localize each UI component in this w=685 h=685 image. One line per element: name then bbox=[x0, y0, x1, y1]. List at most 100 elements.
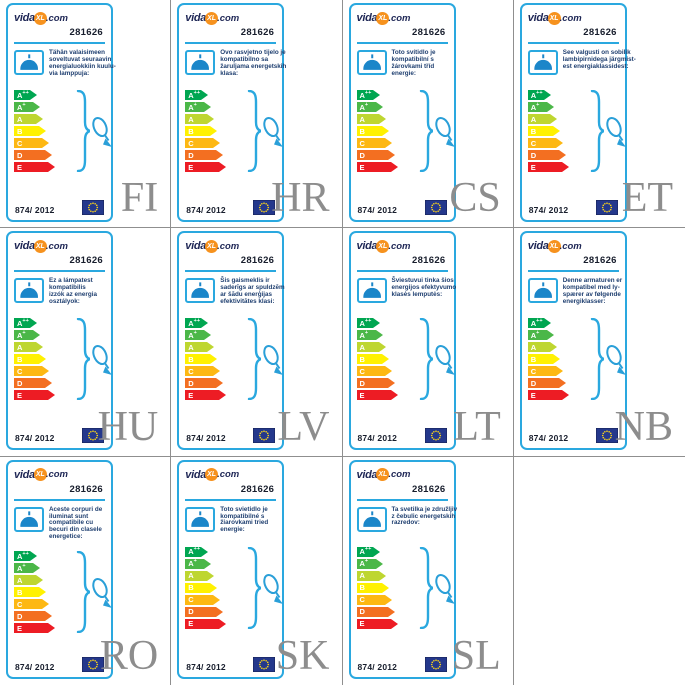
energy-class-label: B bbox=[17, 354, 23, 364]
eu-flag-icon bbox=[424, 200, 447, 215]
description-text: Toto svítidlo je kompatibilní s žárovkami … bbox=[392, 49, 436, 80]
energy-class-label: A bbox=[359, 342, 365, 352]
description-line: klasa: bbox=[220, 69, 239, 77]
energy-class-label: D bbox=[188, 150, 194, 160]
energy-class-plus: + bbox=[536, 330, 540, 337]
description-line: energialuokkiin kuulu- bbox=[49, 62, 116, 70]
language-code: NB bbox=[614, 403, 673, 450]
energy-class-bar-Aplusplus: A ++ bbox=[185, 318, 209, 329]
vidaxl-logo: vida XL .com bbox=[185, 239, 276, 253]
vidaxl-logo: vida XL .com bbox=[357, 11, 448, 25]
description-row: Tähän valaisimeen soveltuvat seuraavin ene… bbox=[14, 49, 116, 80]
regulation-number: 874/ 2012 bbox=[186, 661, 226, 672]
energy-label-card: vida XL .com 281626 Aceste corpuri de ilu… bbox=[6, 459, 113, 679]
energy-class-label: D bbox=[17, 150, 23, 160]
logo-text-com: .com bbox=[388, 469, 411, 481]
energy-class-label: A bbox=[17, 575, 23, 585]
regulation-number: 874/ 2012 bbox=[357, 433, 398, 444]
energy-class-bar-D: D bbox=[14, 150, 52, 160]
description-line: Šis gaismeklis ir bbox=[220, 277, 270, 285]
curly-brace-icon bbox=[248, 546, 262, 629]
energy-class-bar-E: E bbox=[185, 618, 227, 629]
energy-class-plus: ++ bbox=[536, 89, 543, 96]
energy-class-label: A bbox=[188, 102, 194, 112]
vidaxl-logo: vida XL .com bbox=[357, 468, 448, 482]
energy-label-card: vida XL .com 281626 Ovo rasvjetno tijelo… bbox=[177, 3, 286, 222]
energy-class-plus: + bbox=[536, 101, 540, 108]
energy-scale: A ++ A + A B C D E bbox=[185, 546, 284, 631]
vidaxl-logo: vida XL .com bbox=[528, 11, 619, 25]
logo-text-vida: vida bbox=[356, 468, 378, 481]
energy-class-plus: ++ bbox=[22, 89, 29, 96]
energy-class-label: E bbox=[530, 390, 536, 400]
energy-class-plus: ++ bbox=[193, 89, 201, 96]
energy-class-bar-A: A bbox=[14, 114, 43, 124]
pendant-lamp-icon bbox=[356, 506, 387, 532]
energy-class-label: E bbox=[17, 390, 23, 400]
pendant-lamp-icon bbox=[527, 278, 558, 304]
energy-class-label: C bbox=[17, 366, 23, 376]
description-text: Denne armaturen er kompatibel med ly-spær… bbox=[563, 277, 623, 308]
label-cell: vida XL .com 281626 Šviestuvui tinka šio… bbox=[342, 228, 514, 457]
energy-class-bar-Aplus: A + bbox=[14, 101, 40, 112]
energy-class-label: E bbox=[359, 619, 365, 629]
energy-class-label: A bbox=[530, 330, 537, 340]
description-line: Ez a lámpatest bbox=[49, 277, 93, 285]
bulb-arrow-icon bbox=[92, 116, 112, 147]
energy-class-bar-C: C bbox=[527, 138, 563, 148]
energy-class-bar-Aplusplus: A ++ bbox=[527, 318, 551, 329]
language-code: LV bbox=[277, 403, 330, 450]
energy-class-bar-C: C bbox=[185, 138, 221, 148]
energy-class-label: A bbox=[17, 114, 23, 124]
energy-class-label: E bbox=[359, 390, 365, 400]
energy-class-label: D bbox=[359, 378, 365, 388]
card-footer: 874/ 2012 bbox=[186, 656, 276, 672]
description-line: Aceste corpuri de bbox=[49, 505, 103, 513]
energy-class-bar-Aplus: A + bbox=[14, 563, 40, 574]
curly-brace-icon bbox=[590, 90, 604, 172]
card-footer: 874/ 2012 bbox=[15, 200, 104, 215]
energy-class-label: A bbox=[530, 114, 537, 124]
card-footer: 874/ 2012 bbox=[358, 200, 447, 215]
curly-brace-icon bbox=[419, 546, 433, 629]
energy-class-plus: + bbox=[364, 330, 369, 337]
energy-class-plus: + bbox=[193, 558, 197, 565]
card-footer: 874/ 2012 bbox=[357, 656, 447, 672]
bulb-arrow-icon bbox=[434, 345, 455, 376]
logo-text-vida: vida bbox=[14, 468, 35, 481]
energy-class-plus: + bbox=[22, 101, 26, 108]
logo-text-vida: vida bbox=[185, 468, 207, 481]
regulation-number: 874/ 2012 bbox=[357, 661, 398, 672]
energy-class-bar-B: B bbox=[356, 354, 389, 365]
energy-class-bar-D: D bbox=[185, 378, 224, 389]
description-line: via lamppuja: bbox=[49, 69, 90, 77]
curly-brace-icon bbox=[76, 551, 90, 634]
energy-class-label: E bbox=[359, 162, 365, 172]
energy-class-label: B bbox=[359, 354, 365, 364]
description-row: See valgusti on sobilik lambipirnidega jä… bbox=[527, 49, 636, 80]
bulb-arrow-icon bbox=[263, 116, 284, 147]
logo-text-com: .com bbox=[45, 12, 68, 24]
description-line: energetice: bbox=[49, 533, 83, 541]
energy-class-bar-A: A bbox=[527, 114, 557, 124]
pendant-lamp-icon bbox=[527, 50, 558, 75]
eu-flag-icon bbox=[253, 656, 276, 672]
energy-class-bar-D: D bbox=[527, 150, 566, 160]
logo-text-com: .com bbox=[388, 12, 411, 24]
energy-class-label: B bbox=[188, 354, 194, 364]
divider-line bbox=[185, 270, 277, 273]
product-number: 281626 bbox=[240, 255, 275, 267]
description-text: Tähän valaisimeen soveltuvat seuraavin ene… bbox=[49, 49, 116, 80]
bulb-arrow-icon bbox=[606, 345, 626, 376]
energy-class-bar-D: D bbox=[14, 611, 52, 622]
curly-brace-icon bbox=[76, 318, 90, 401]
eu-flag-icon bbox=[82, 200, 104, 215]
energy-class-label: A bbox=[188, 114, 194, 124]
energy-class-bar-C: C bbox=[14, 366, 49, 377]
energy-class-bar-C: C bbox=[185, 366, 221, 377]
pendant-lamp-icon bbox=[14, 506, 44, 532]
energy-class-bar-Aplusplus: A ++ bbox=[527, 89, 551, 100]
energy-class-label: E bbox=[17, 162, 23, 172]
card-footer: 874/ 2012 bbox=[186, 428, 276, 444]
energy-class-plus: + bbox=[22, 330, 26, 337]
